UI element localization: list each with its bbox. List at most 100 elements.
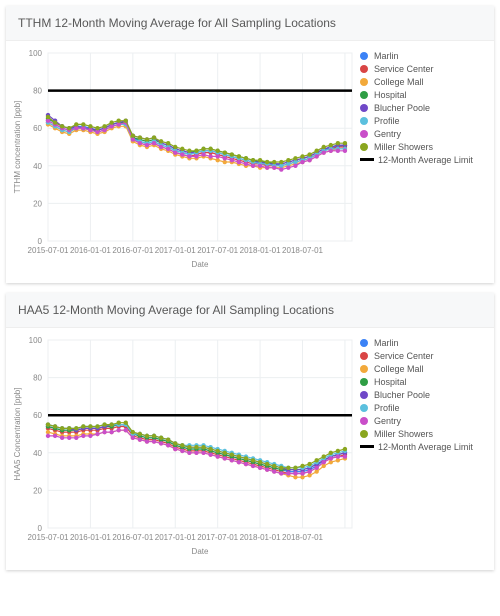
series-marker xyxy=(173,145,177,149)
legend-label: Service Center xyxy=(374,64,434,74)
svg-text:100: 100 xyxy=(29,49,43,58)
series-marker xyxy=(265,160,269,164)
series-marker xyxy=(145,434,149,438)
series-marker xyxy=(279,167,283,171)
series-marker xyxy=(307,158,311,162)
svg-text:20: 20 xyxy=(33,199,42,208)
series-marker xyxy=(116,122,120,126)
series-marker xyxy=(88,128,92,132)
series-marker xyxy=(265,462,269,466)
series-marker xyxy=(307,462,311,466)
series-marker xyxy=(293,156,297,160)
legend-swatch xyxy=(360,391,368,399)
series-marker xyxy=(194,154,198,158)
legend-item[interactable]: Miller Showers xyxy=(360,140,473,153)
series-marker xyxy=(131,430,135,434)
series-marker xyxy=(208,154,212,158)
series-marker xyxy=(194,445,198,449)
series-marker xyxy=(322,150,326,154)
legend-item[interactable]: College Mall xyxy=(360,75,473,88)
svg-text:80: 80 xyxy=(33,374,42,383)
legend-item[interactable]: Blucher Poole xyxy=(360,101,473,114)
legend-label: Miller Showers xyxy=(374,429,433,439)
series-marker xyxy=(124,428,128,432)
series-marker xyxy=(244,456,248,460)
series-marker xyxy=(145,137,149,141)
series-marker xyxy=(286,466,290,470)
legend-item[interactable]: Miller Showers xyxy=(360,427,473,440)
legend-swatch xyxy=(360,339,368,347)
series-marker xyxy=(336,149,340,153)
legend-label: Marlin xyxy=(374,338,399,348)
legend-label: Blucher Poole xyxy=(374,390,430,400)
series-marker xyxy=(322,145,326,149)
legend-item[interactable]: Marlin xyxy=(360,336,473,349)
legend-item[interactable]: Hospital xyxy=(360,88,473,101)
series-marker xyxy=(81,434,85,438)
series-marker xyxy=(293,160,297,164)
series-marker xyxy=(314,154,318,158)
legend-label: College Mall xyxy=(374,364,424,374)
series-marker xyxy=(223,156,227,160)
legend-item[interactable]: Profile xyxy=(360,401,473,414)
series-marker xyxy=(329,451,333,455)
series-marker xyxy=(279,160,283,164)
legend-swatch xyxy=(360,117,368,125)
series-marker xyxy=(46,422,50,426)
svg-text:2017-01-01: 2017-01-01 xyxy=(155,533,196,542)
series-marker xyxy=(159,441,163,445)
series-marker xyxy=(307,152,311,156)
series-marker xyxy=(329,143,333,147)
svg-text:2018-07-01: 2018-07-01 xyxy=(282,246,323,255)
series-marker xyxy=(201,445,205,449)
series-marker xyxy=(187,451,191,455)
legend-swatch xyxy=(360,378,368,386)
legend-swatch xyxy=(360,91,368,99)
series-marker xyxy=(95,126,99,130)
chart-title: HAA5 12-Month Moving Average for All Sam… xyxy=(6,293,494,328)
legend-item-limit[interactable]: 12-Month Average Limit xyxy=(360,153,473,166)
legend-item[interactable]: Marlin xyxy=(360,49,473,62)
svg-text:2017-01-01: 2017-01-01 xyxy=(155,246,196,255)
legend-item[interactable]: Gentry xyxy=(360,414,473,427)
legend-item-limit[interactable]: 12-Month Average Limit xyxy=(360,440,473,453)
series-marker xyxy=(145,143,149,147)
legend-item[interactable]: Gentry xyxy=(360,127,473,140)
series-marker xyxy=(286,471,290,475)
series-marker xyxy=(180,147,184,151)
legend-item[interactable]: Blucher Poole xyxy=(360,388,473,401)
legend-label: Hospital xyxy=(374,377,407,387)
legend-item[interactable]: Profile xyxy=(360,114,473,127)
series-marker xyxy=(88,434,92,438)
series-marker xyxy=(223,451,227,455)
legend-label: Hospital xyxy=(374,90,407,100)
series-marker xyxy=(251,164,255,168)
legend-item[interactable]: Service Center xyxy=(360,62,473,75)
series-marker xyxy=(215,154,219,158)
series-marker xyxy=(109,430,113,434)
series-marker xyxy=(322,460,326,464)
series-marker xyxy=(46,434,50,438)
legend: MarlinService Center College Mall Hospital… xyxy=(356,334,473,562)
legend-label: College Mall xyxy=(374,77,424,87)
series-marker xyxy=(258,466,262,470)
legend-item[interactable]: Hospital xyxy=(360,375,473,388)
chart-body: 0204060801002015-07-012016-01-012016-07-… xyxy=(6,328,494,570)
plot-svg: 0204060801002015-07-012016-01-012016-07-… xyxy=(8,47,356,275)
series-marker xyxy=(322,454,326,458)
series-marker xyxy=(336,141,340,145)
series-marker xyxy=(81,122,85,126)
legend-label: Miller Showers xyxy=(374,142,433,152)
series-marker xyxy=(272,469,276,473)
legend-item[interactable]: College Mall xyxy=(360,362,473,375)
series-marker xyxy=(187,445,191,449)
series-marker xyxy=(329,460,333,464)
series-marker xyxy=(258,164,262,168)
series-marker xyxy=(138,141,142,145)
series-marker xyxy=(258,158,262,162)
legend-item[interactable]: Service Center xyxy=(360,349,473,362)
series-marker xyxy=(272,165,276,169)
series-marker xyxy=(251,458,255,462)
series-marker xyxy=(215,149,219,153)
svg-text:2018-01-01: 2018-01-01 xyxy=(240,533,281,542)
